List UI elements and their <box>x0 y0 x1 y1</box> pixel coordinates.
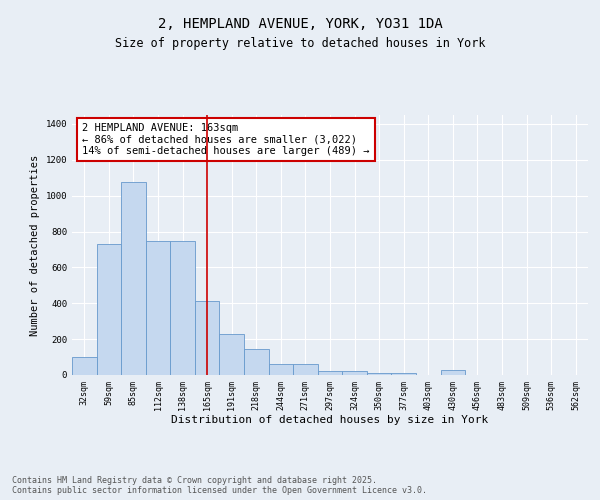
Bar <box>97 244 121 375</box>
Bar <box>146 240 170 375</box>
Bar <box>367 373 391 375</box>
Text: Size of property relative to detached houses in York: Size of property relative to detached ho… <box>115 38 485 51</box>
Bar <box>220 334 244 375</box>
Text: 2 HEMPLAND AVENUE: 163sqm
← 86% of detached houses are smaller (3,022)
14% of se: 2 HEMPLAND AVENUE: 163sqm ← 86% of detac… <box>82 123 370 156</box>
Y-axis label: Number of detached properties: Number of detached properties <box>30 154 40 336</box>
Bar <box>440 370 465 375</box>
Bar <box>269 364 293 375</box>
Bar <box>72 357 97 375</box>
X-axis label: Distribution of detached houses by size in York: Distribution of detached houses by size … <box>172 416 488 426</box>
Bar <box>244 349 269 375</box>
Bar <box>318 370 342 375</box>
Bar <box>121 182 146 375</box>
Bar <box>170 240 195 375</box>
Bar <box>391 373 416 375</box>
Bar <box>293 364 318 375</box>
Bar <box>342 370 367 375</box>
Text: Contains HM Land Registry data © Crown copyright and database right 2025.
Contai: Contains HM Land Registry data © Crown c… <box>12 476 427 495</box>
Text: 2, HEMPLAND AVENUE, YORK, YO31 1DA: 2, HEMPLAND AVENUE, YORK, YO31 1DA <box>158 18 442 32</box>
Bar <box>195 302 220 375</box>
